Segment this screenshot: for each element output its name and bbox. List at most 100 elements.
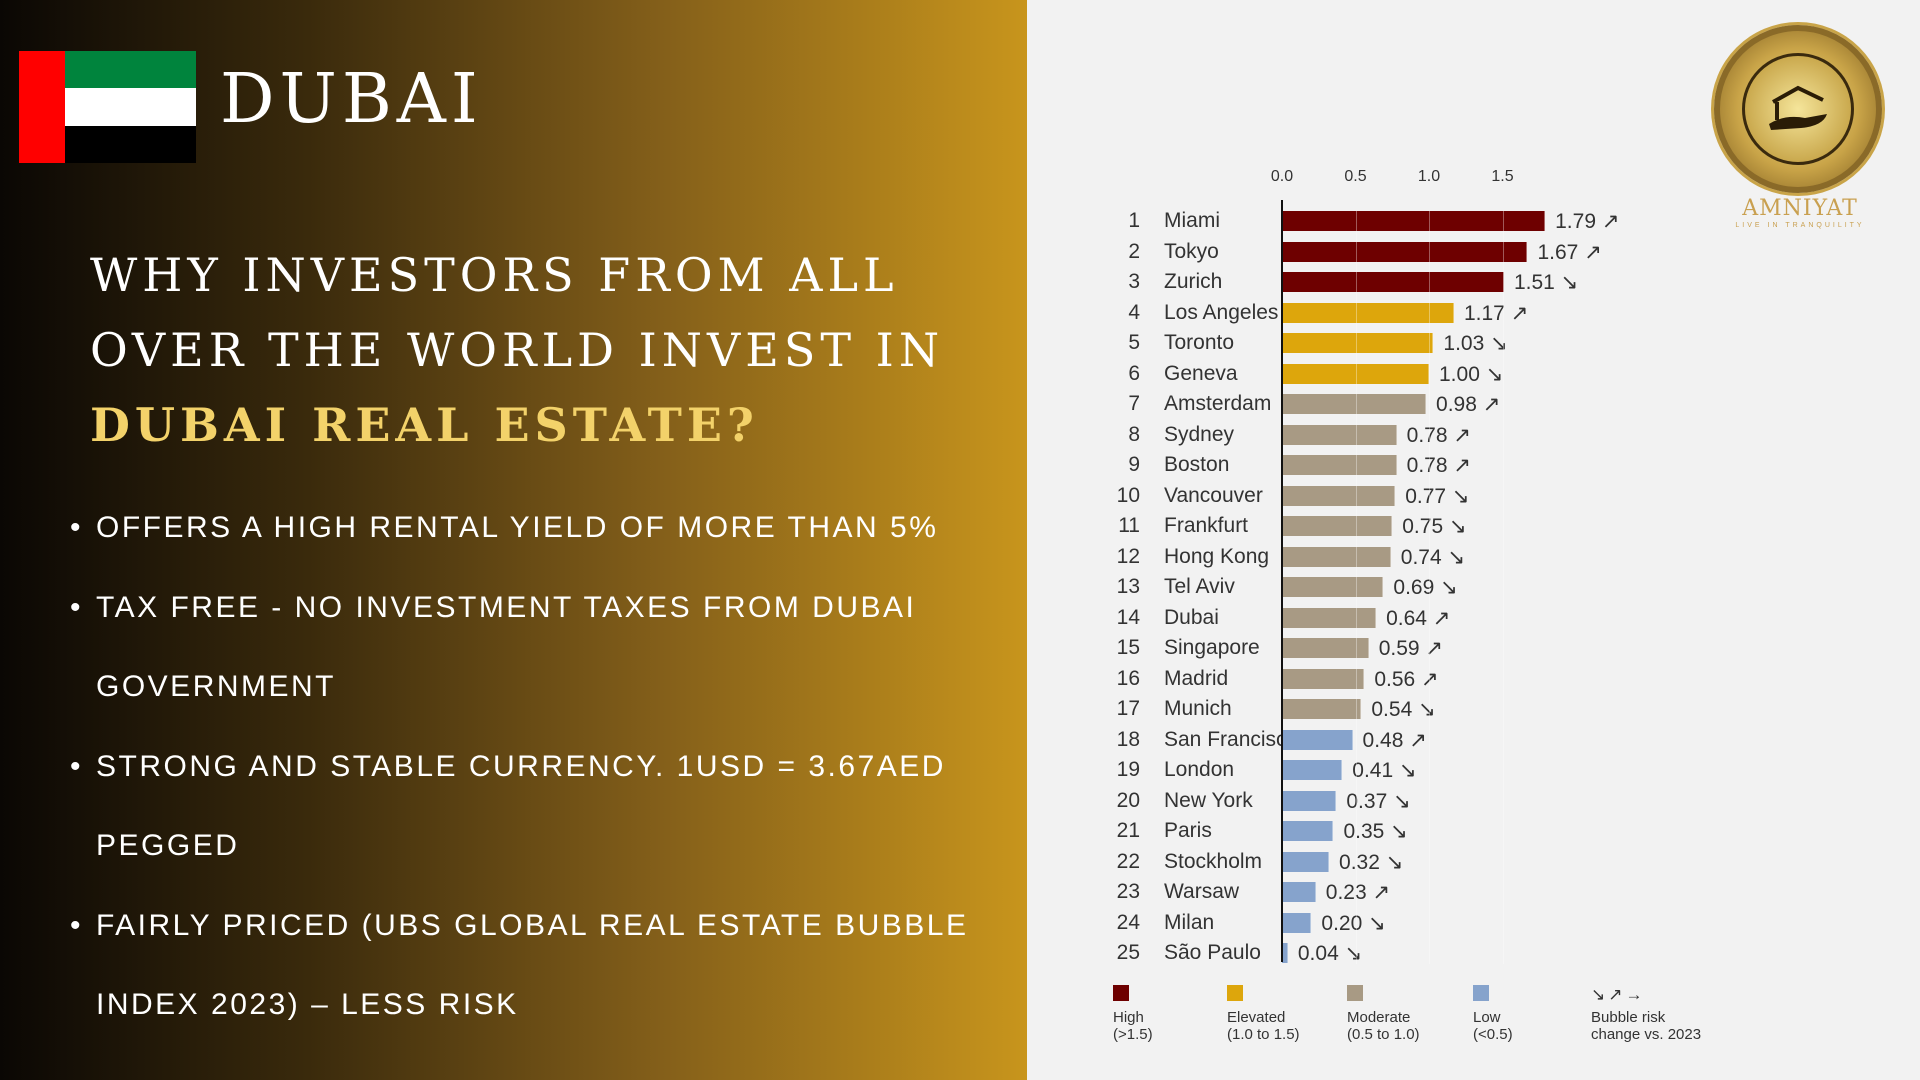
city-label: Sydney xyxy=(1164,422,1235,446)
legend-swatch xyxy=(1473,985,1489,1001)
bar-row: 4 Los Angeles 1.17 ↗ xyxy=(1100,298,1740,328)
x-tick-label: 0.5 xyxy=(1344,168,1367,185)
bar-row: 10 Vancouver 0.77 ↘ xyxy=(1100,481,1740,511)
house-hand-icon xyxy=(1742,53,1854,165)
city-label: Tokyo xyxy=(1164,239,1219,263)
heading-highlight: DUBAI REAL ESTATE? xyxy=(90,398,759,452)
list-item: FAIRLY PRICED (UBS GLOBAL REAL ESTATE BU… xyxy=(70,886,1010,1045)
bar xyxy=(1282,760,1343,780)
bar-row: 17 Munich 0.54 ↘ xyxy=(1100,694,1740,724)
rank: 15 xyxy=(1116,636,1140,659)
bar xyxy=(1282,729,1353,750)
bar-row: 5 Toronto 1.03 ↘ xyxy=(1100,328,1740,358)
bar-row: 20 New York 0.37 ↘ xyxy=(1100,786,1740,816)
rank: 25 xyxy=(1116,941,1140,964)
rank: 1 xyxy=(1128,209,1140,232)
value-label: 0.59 ↗ xyxy=(1378,637,1444,660)
legend-label: Moderate xyxy=(1347,1009,1411,1026)
bar-row: 18 San Francisco 0.48 ↗ xyxy=(1100,725,1740,755)
city-label: Toronto xyxy=(1164,331,1235,354)
left-panel: DUBAI WHY INVESTORS FROM ALL OVER THE WO… xyxy=(0,0,1027,1080)
bar xyxy=(1282,302,1454,323)
bar-row: 11 Frankfurt 0.75 ↘ xyxy=(1100,511,1740,541)
city-label: Miami xyxy=(1164,209,1220,232)
city-label: Munich xyxy=(1164,697,1232,720)
x-tick-label: 0.0 xyxy=(1270,168,1294,185)
city-label: Stockholm xyxy=(1164,849,1263,873)
legend-swatch xyxy=(1113,985,1129,1001)
city-label: Milan xyxy=(1164,910,1215,934)
bar xyxy=(1282,821,1334,841)
bar-row: 6 Geneva 1.00 ↘ xyxy=(1100,359,1740,389)
value-label: 0.56 ↗ xyxy=(1374,667,1439,691)
value-label: 0.78 ↗ xyxy=(1406,423,1471,447)
amniyat-logo xyxy=(1714,25,1882,193)
value-label: 0.54 ↘ xyxy=(1371,698,1436,721)
rank: 11 xyxy=(1118,514,1140,537)
rank: 16 xyxy=(1116,666,1140,690)
city-label: Dubai xyxy=(1164,605,1219,629)
value-label: 0.48 ↗ xyxy=(1362,728,1427,752)
list-item: STRONG AND STABLE CURRENCY. 1USD = 3.67A… xyxy=(70,727,1010,886)
bar xyxy=(1282,455,1397,475)
value-label: 0.98 ↗ xyxy=(1436,393,1501,416)
value-label: 0.04 ↘ xyxy=(1297,942,1363,965)
value-label: 0.35 ↘ xyxy=(1343,820,1408,843)
heading-line: OVER THE WORLD INVEST IN xyxy=(90,323,945,377)
value-label: 0.32 ↘ xyxy=(1339,850,1404,874)
rank: 14 xyxy=(1116,605,1140,629)
value-label: 0.74 ↘ xyxy=(1400,545,1466,569)
rank: 21 xyxy=(1116,819,1140,842)
rank: 6 xyxy=(1128,361,1140,385)
bar-row: 21 Paris 0.35 ↘ xyxy=(1100,816,1740,846)
bar xyxy=(1282,424,1397,445)
benefits-list: OFFERS A HIGH RENTAL YIELD OF MORE THAN … xyxy=(70,488,1010,1045)
city-label: Los Angeles xyxy=(1164,300,1279,324)
value-label: 0.69 ↘ xyxy=(1393,576,1458,599)
bar xyxy=(1282,607,1377,628)
city-label: London xyxy=(1164,758,1235,781)
value-label: 1.17 ↗ xyxy=(1463,301,1529,325)
bar xyxy=(1282,638,1369,658)
bar xyxy=(1282,485,1396,506)
bar-row: 8 Sydney 0.78 ↗ xyxy=(1100,420,1740,450)
bar-row: 23 Warsaw 0.23 ↗ xyxy=(1100,877,1740,907)
legend-label: Bubble risk xyxy=(1591,1009,1666,1026)
rank: 23 xyxy=(1116,880,1140,903)
rank: 24 xyxy=(1116,910,1140,934)
legend-range: (0.5 to 1.0) xyxy=(1347,1026,1420,1043)
rank: 17 xyxy=(1116,697,1140,720)
legend-item: Low (<0.5) xyxy=(1473,985,1513,1043)
rank: 19 xyxy=(1116,758,1140,781)
rank: 22 xyxy=(1116,849,1140,873)
rank: 20 xyxy=(1116,788,1140,812)
bar xyxy=(1282,577,1384,597)
city-label: Frankfurt xyxy=(1164,514,1249,537)
value-label: 0.78 ↗ xyxy=(1406,454,1471,477)
bar-row: 19 London 0.41 ↘ xyxy=(1100,755,1740,785)
legend-label: Elevated xyxy=(1227,1009,1286,1026)
legend-item: Moderate (0.5 to 1.0) xyxy=(1347,985,1420,1043)
bubble-index-chart: 0.0 0.5 1.0 1.5 1 Miami 1.79 ↗ 2 Tokyo 1.67 ↗ 3 Zu… xyxy=(1100,160,1740,980)
rank: 10 xyxy=(1116,483,1140,507)
value-label: 0.77 ↘ xyxy=(1405,484,1470,508)
value-label: 1.67 ↗ xyxy=(1537,240,1602,264)
bar xyxy=(1282,546,1391,567)
value-label: 1.03 ↘ xyxy=(1443,332,1508,355)
bar-row: 14 Dubai 0.64 ↗ xyxy=(1100,603,1740,633)
rank: 9 xyxy=(1128,453,1140,476)
legend-swatch xyxy=(1227,985,1243,1001)
bar xyxy=(1282,211,1546,231)
legend-swatch xyxy=(1347,985,1363,1001)
city-label: Madrid xyxy=(1164,666,1229,690)
value-label: 1.79 ↗ xyxy=(1555,210,1620,233)
value-label: 0.75 ↘ xyxy=(1402,515,1467,538)
bar xyxy=(1282,912,1312,933)
bar xyxy=(1282,668,1365,689)
bar xyxy=(1282,272,1504,292)
bar-row: 2 Tokyo 1.67 ↗ xyxy=(1100,237,1740,267)
rank: 8 xyxy=(1128,422,1140,446)
bar-row: 16 Madrid 0.56 ↗ xyxy=(1100,664,1740,694)
bar xyxy=(1282,333,1434,353)
bar xyxy=(1282,363,1429,384)
